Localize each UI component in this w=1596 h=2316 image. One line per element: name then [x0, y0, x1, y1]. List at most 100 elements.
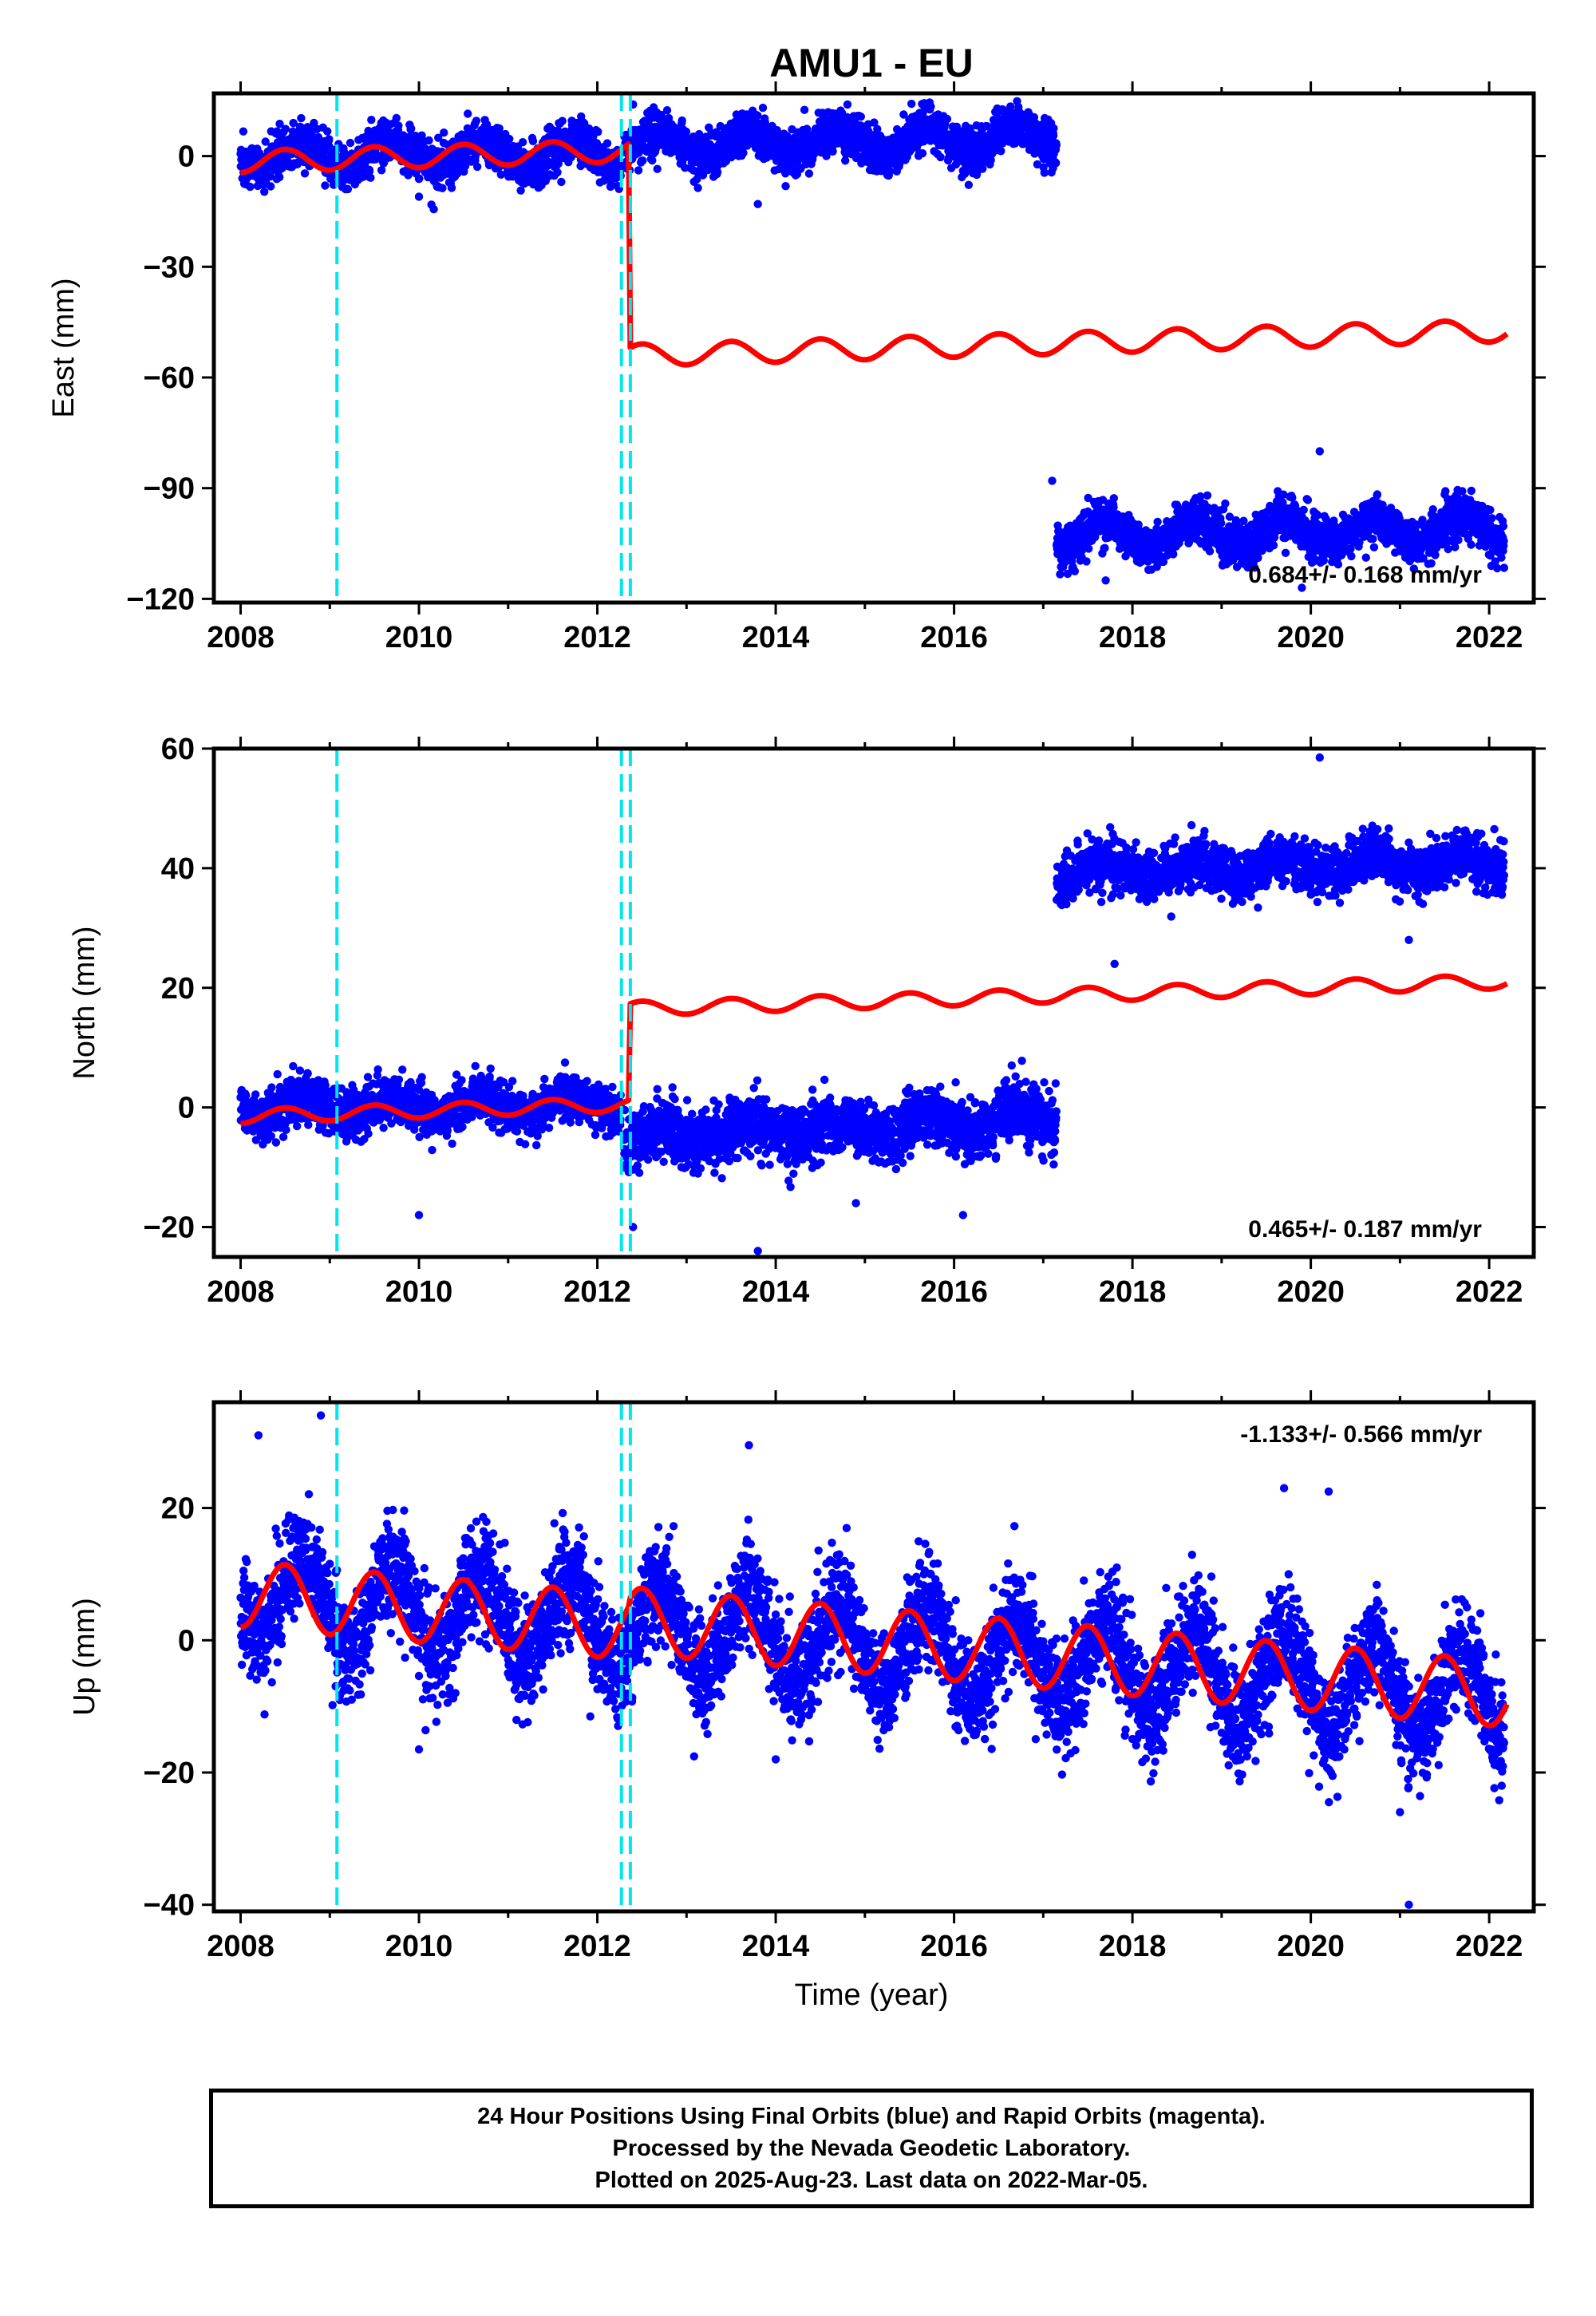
observation-point	[1056, 570, 1065, 579]
observation-point	[297, 113, 306, 123]
observation-point	[365, 167, 374, 176]
observation-point	[1217, 519, 1226, 528]
panel-data	[236, 93, 1509, 603]
observation-point	[648, 156, 657, 165]
observation-point	[246, 182, 255, 192]
observation-point	[464, 109, 472, 118]
observation-point	[266, 172, 275, 181]
observation-point	[1049, 124, 1058, 132]
observation-point	[1441, 487, 1450, 496]
observation-point	[1052, 140, 1061, 150]
observation-point	[678, 116, 686, 125]
observation-point	[300, 169, 310, 178]
observation-point	[1254, 553, 1262, 563]
observation-point	[634, 166, 643, 175]
observation-point	[662, 106, 672, 115]
observation-point	[1299, 505, 1308, 515]
observation-point	[558, 117, 567, 125]
observation-point	[496, 170, 505, 179]
observation-point	[472, 117, 481, 125]
chart-title: AMU1 - EU	[769, 41, 974, 85]
observation-point	[856, 113, 866, 121]
observation-point	[1203, 491, 1212, 500]
observation-point	[528, 136, 538, 145]
observation-point	[584, 124, 594, 133]
observation-point	[553, 168, 562, 177]
observation-point	[681, 127, 691, 136]
observation-point	[267, 182, 275, 191]
observation-point	[367, 116, 376, 124]
observation-point	[602, 139, 612, 148]
observation-point	[1049, 131, 1058, 140]
observation-point	[343, 184, 353, 194]
panels-layer: 2008 2010 2012 2014 2016 2018 2020 20220−30−60−…	[47, 81, 1546, 1963]
observation-point	[377, 166, 386, 175]
observation-point	[425, 136, 433, 145]
observation-point	[275, 172, 284, 182]
observation-point	[1100, 543, 1109, 552]
observation-point	[1269, 541, 1278, 550]
observation-point	[516, 186, 525, 195]
observation-point	[310, 118, 318, 128]
observation-point	[1082, 557, 1091, 566]
observation-point	[693, 184, 702, 192]
observation-point	[1221, 499, 1230, 508]
observation-point	[505, 134, 514, 144]
observation-point	[997, 147, 1005, 156]
observation-point	[804, 169, 814, 178]
observation-point	[1109, 503, 1118, 512]
observation-point	[407, 124, 416, 133]
observation-point	[753, 111, 762, 120]
observation-point	[1458, 487, 1467, 496]
observation-point	[392, 113, 401, 123]
observation-point	[964, 180, 974, 189]
observation-point	[1369, 535, 1377, 543]
observation-point	[918, 148, 927, 158]
observation-point	[1109, 494, 1119, 503]
observation-point	[1428, 505, 1437, 514]
observation-point	[638, 156, 647, 165]
observation-point	[800, 105, 809, 114]
observation-point	[758, 103, 768, 113]
observation-point	[1153, 517, 1162, 527]
observation-point	[1040, 168, 1049, 177]
observation-point	[907, 99, 916, 109]
observation-point	[592, 139, 601, 148]
observation-point	[366, 173, 375, 182]
observation-point	[289, 118, 298, 128]
observation-point	[440, 128, 448, 137]
observation-point	[594, 128, 602, 136]
observation-point	[1205, 547, 1215, 555]
observation-point	[1303, 496, 1313, 504]
observation-point	[438, 184, 447, 192]
observation-point	[239, 127, 248, 136]
observation-point	[1169, 550, 1178, 559]
observation-point	[1361, 553, 1371, 562]
observation-point	[942, 114, 952, 124]
observation-point	[429, 205, 438, 214]
observation-point	[843, 100, 852, 109]
observation-point	[394, 121, 403, 130]
observation-point	[1060, 559, 1069, 567]
observation-point	[260, 188, 269, 196]
observation-point	[518, 138, 527, 147]
observation-point	[415, 174, 424, 183]
observation-point	[781, 182, 790, 191]
observation-point	[926, 102, 935, 111]
observation-point	[346, 138, 355, 148]
observation-point	[1347, 551, 1356, 561]
observation-point	[321, 181, 330, 190]
observation-point	[653, 164, 662, 173]
observation-point	[281, 124, 290, 133]
observation-point	[1052, 159, 1061, 168]
observation-point	[557, 177, 566, 187]
observation-point	[1369, 543, 1379, 551]
observation-point	[1454, 536, 1463, 544]
observation-point	[739, 148, 748, 157]
observation-point	[1070, 567, 1080, 575]
panel-east: 2008 2010 2012 2014 2016 2018 2020 20220−30−60−…	[47, 81, 1546, 654]
observation-point	[434, 133, 443, 142]
observation-point	[936, 152, 945, 162]
observation-point	[275, 120, 284, 128]
